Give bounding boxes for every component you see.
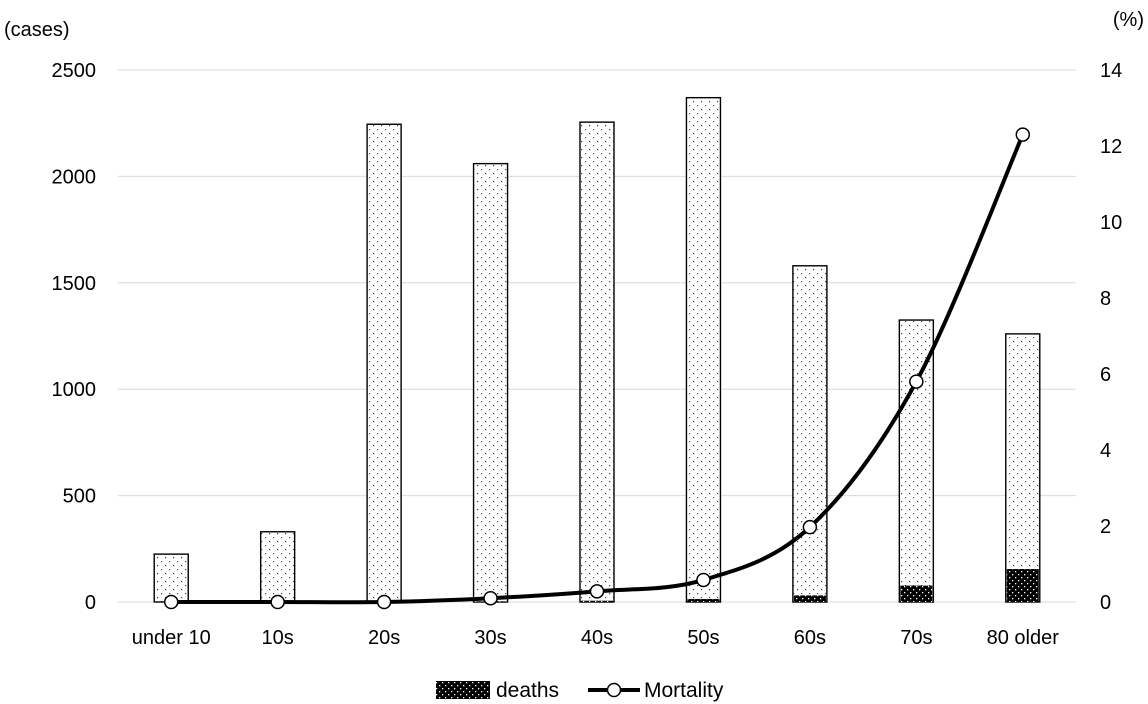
right-tick-label: 8: [1100, 288, 1111, 310]
mortality-point: [589, 584, 605, 599]
x-tick-label: 80 older: [987, 627, 1060, 649]
mortality-point: [802, 519, 818, 535]
left-axis-ticks: 0 500 1000 1500 2000 2500: [52, 60, 97, 614]
x-tick-label: under 10: [132, 627, 211, 649]
right-tick-label: 2: [1100, 516, 1111, 538]
case-bar: [579, 121, 615, 603]
mortality-point: [909, 374, 924, 389]
legend: deaths Mortality: [436, 679, 724, 702]
left-tick-label: 500: [63, 486, 96, 508]
left-axis-label: (cases): [4, 19, 70, 41]
x-tick-label: 50s: [687, 627, 719, 649]
death-bar: [900, 585, 933, 602]
case-bar: [366, 123, 402, 603]
right-tick-label: 12: [1100, 136, 1122, 158]
left-tick-label: 2000: [52, 166, 97, 188]
right-axis-ticks: 0 2 4 6 8 10 12 14: [1100, 60, 1122, 614]
death-bar: [581, 600, 613, 602]
death-bar: [793, 595, 826, 602]
death-bars: [474, 569, 1039, 602]
left-tick-label: 2500: [52, 60, 97, 82]
x-axis-ticks: under 10 10s 20s 30s 40s 50s 60s 70s 80 older: [132, 627, 1060, 649]
death-bar: [687, 599, 720, 602]
left-tick-label: 1500: [52, 273, 97, 295]
right-tick-label: 4: [1100, 440, 1111, 462]
mortality-point: [696, 572, 711, 588]
x-tick-label: 60s: [794, 627, 826, 649]
legend-deaths-label: deaths: [496, 679, 559, 702]
mortality-point: [1015, 127, 1031, 142]
x-tick-label: 70s: [900, 627, 932, 649]
right-tick-label: 0: [1100, 592, 1111, 614]
case-bar: [898, 319, 935, 603]
case-bar: [685, 96, 722, 603]
mortality-point: [376, 594, 392, 610]
legend-mortality-label: Mortality: [644, 679, 724, 702]
case-bar: [792, 265, 828, 603]
case-bar: [472, 162, 509, 603]
bars: [153, 96, 1041, 603]
legend-deaths-swatch: [436, 681, 490, 699]
right-tick-label: 6: [1100, 364, 1111, 386]
x-tick-label: 40s: [581, 627, 613, 649]
x-tick-label: 30s: [474, 627, 506, 649]
mortality-line: [163, 127, 1031, 610]
left-tick-label: 1000: [52, 379, 97, 401]
death-bar: [1006, 569, 1039, 602]
legend-mortality-marker: [606, 682, 622, 698]
right-tick-label: 14: [1100, 60, 1122, 82]
x-tick-label: 10s: [262, 627, 294, 649]
right-axis-label: (%): [1113, 9, 1144, 31]
left-tick-label: 0: [85, 592, 96, 614]
case-bar: [259, 531, 296, 603]
mortality-point: [270, 594, 285, 610]
mortality-point: [163, 594, 179, 610]
x-tick-label: 20s: [368, 627, 400, 649]
case-bar: [1005, 333, 1041, 603]
right-tick-label: 10: [1100, 212, 1122, 234]
mortality-point: [483, 590, 498, 606]
